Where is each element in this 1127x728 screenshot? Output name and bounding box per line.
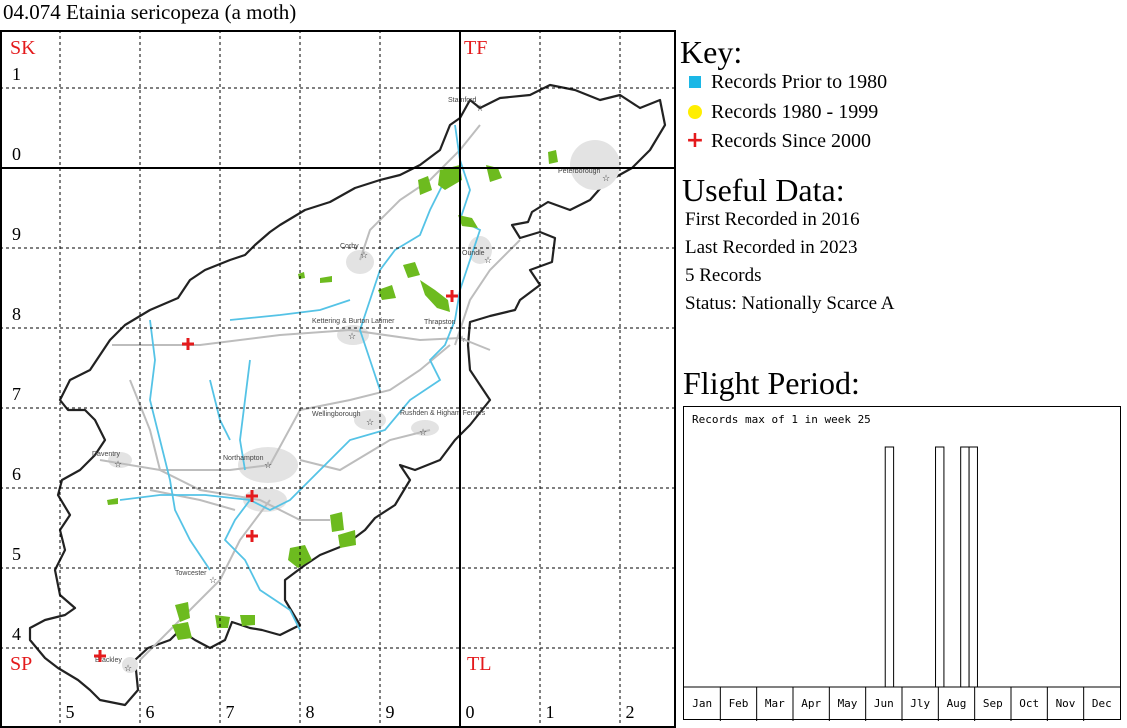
record-since-2000-marker bbox=[246, 530, 258, 542]
town-star-icon: ☆ bbox=[124, 664, 132, 674]
easting-label: 5 bbox=[66, 702, 75, 722]
easting-label: 6 bbox=[146, 702, 155, 722]
first-recorded: First Recorded in 2016 bbox=[685, 209, 860, 230]
record-since-2000-marker bbox=[94, 650, 106, 662]
month-label: Oct bbox=[1019, 697, 1039, 710]
northing-label: 0 bbox=[12, 144, 21, 164]
yellow-circle-icon bbox=[686, 103, 704, 121]
town-label: Kettering & Burton Latimer bbox=[312, 318, 395, 325]
month-label: Aug bbox=[947, 697, 967, 710]
town-label: Oundle bbox=[462, 250, 485, 257]
town-star-icon: ☆ bbox=[209, 576, 217, 586]
key-item-1980-1999: Records 1980 - 1999 bbox=[686, 101, 878, 123]
week-bar bbox=[968, 446, 978, 688]
town-label: Peterborough bbox=[558, 168, 601, 175]
month-label: Feb bbox=[729, 697, 749, 710]
town-star-icon: ☆ bbox=[264, 461, 272, 471]
easting-label: 8 bbox=[306, 702, 315, 722]
conservation-status: Status: Nationally Scarce A bbox=[685, 293, 895, 314]
page-title: 04.074 Etainia sericopeza (a moth) bbox=[3, 0, 297, 24]
red-plus-icon: + bbox=[685, 128, 705, 153]
cyan-square-icon bbox=[686, 73, 704, 91]
easting-label: 0 bbox=[466, 702, 475, 722]
record-since-2000-marker bbox=[446, 290, 458, 302]
grid-square-label: SK bbox=[10, 37, 36, 59]
grid-square-label: TL bbox=[467, 653, 491, 675]
map-canvas: ☆Stamford☆Peterborough☆Corby☆Oundle☆Kett… bbox=[0, 30, 676, 728]
town-markers: ☆Stamford☆Peterborough☆Corby☆Oundle☆Kett… bbox=[92, 97, 610, 674]
grid-square-label: SP bbox=[10, 653, 32, 675]
town-star-icon: ☆ bbox=[476, 104, 484, 114]
town-label: Brackley bbox=[95, 657, 122, 664]
last-recorded: Last Recorded in 2023 bbox=[685, 237, 858, 258]
town-label: Rushden & Higham Ferrers bbox=[400, 410, 486, 417]
northing-label: 5 bbox=[12, 544, 21, 564]
month-label: Jly bbox=[910, 697, 930, 710]
distribution-map: ☆ Stamford ☆ Peterborough ☆ Corby ☆ Oundle ☆ Kett… bbox=[0, 30, 676, 728]
month-label: May bbox=[838, 697, 858, 710]
month-label: Dec bbox=[1092, 697, 1112, 710]
town-star-icon: ☆ bbox=[114, 460, 122, 470]
town-star-icon: ☆ bbox=[458, 335, 466, 345]
northing-label: 9 bbox=[12, 224, 21, 244]
chart-note: Records max of 1 in week 25 bbox=[692, 413, 871, 426]
key-heading: Key: bbox=[680, 34, 743, 70]
key-label: Records Prior to 1980 bbox=[711, 71, 888, 93]
grid-lines bbox=[0, 30, 676, 728]
northing-label: 4 bbox=[12, 624, 21, 644]
northing-label: 8 bbox=[12, 304, 21, 324]
town-star-icon: ☆ bbox=[419, 428, 427, 438]
town-label: Wellingborough bbox=[312, 411, 361, 418]
flight-period-chart: Records max of 1 in week 25 Jan Feb Mar Apr… bbox=[683, 406, 1121, 721]
week-bar bbox=[960, 446, 970, 688]
easting-label: 1 bbox=[546, 702, 555, 722]
flight-chart-canvas: Jan Feb Mar Apr May Jun Jly Aug Sep Oct Nov Dec bbox=[684, 446, 1120, 721]
town-star-icon: ☆ bbox=[348, 332, 356, 342]
northing-label: 1 bbox=[12, 64, 21, 84]
northing-label: 6 bbox=[12, 464, 21, 484]
key-item-since-2000: + Records Since 2000 bbox=[685, 128, 871, 153]
flight-period-heading: Flight Period: bbox=[683, 365, 860, 401]
key-item-prior-1980: Records Prior to 1980 bbox=[686, 71, 887, 93]
roads bbox=[99, 124, 521, 661]
month-label: Nov bbox=[1056, 697, 1076, 710]
record-count: 5 Records bbox=[685, 265, 762, 286]
town-star-icon: ☆ bbox=[484, 256, 492, 266]
woodland bbox=[107, 150, 558, 640]
easting-label: 7 bbox=[226, 702, 235, 722]
town-star-icon: ☆ bbox=[366, 418, 374, 428]
town-label: Northampton bbox=[223, 455, 264, 462]
useful-data-heading: Useful Data: bbox=[682, 172, 845, 208]
town-label: Stamford bbox=[448, 97, 477, 104]
town-label: Towcester bbox=[175, 570, 207, 577]
grid-square-label: TF bbox=[464, 37, 487, 59]
month-label: Jun bbox=[874, 697, 894, 710]
easting-label: 2 bbox=[626, 702, 635, 722]
month-label: Apr bbox=[801, 697, 821, 710]
easting-label: 9 bbox=[386, 702, 395, 722]
record-since-2000-marker bbox=[182, 338, 194, 350]
northing-label: 7 bbox=[12, 384, 21, 404]
town-label: Daventry bbox=[92, 451, 121, 458]
map-frame bbox=[0, 30, 676, 728]
record-markers bbox=[94, 290, 458, 662]
record-since-2000-marker bbox=[246, 490, 258, 502]
month-label: Mar bbox=[765, 697, 785, 710]
county-outline bbox=[28, 83, 667, 707]
key-label: Records 1980 - 1999 bbox=[711, 101, 879, 123]
week-bar bbox=[935, 446, 945, 688]
week-bar bbox=[884, 446, 895, 688]
month-label: Sep bbox=[983, 697, 1003, 710]
key-label: Records Since 2000 bbox=[711, 130, 871, 152]
town-star-icon: ☆ bbox=[602, 174, 610, 184]
town-label: Corby bbox=[340, 243, 359, 250]
town-star-icon: ☆ bbox=[360, 251, 368, 261]
town-label: Thrapston bbox=[424, 319, 456, 326]
month-label: Jan bbox=[692, 697, 712, 710]
